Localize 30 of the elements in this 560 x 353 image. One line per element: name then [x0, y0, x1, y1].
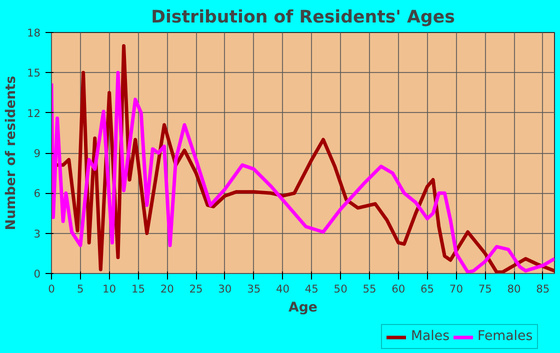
x-tick-label: 70: [449, 282, 464, 296]
x-tick-label: 80: [507, 282, 522, 296]
x-tick-label: 35: [247, 282, 261, 296]
y-tick-label: 0: [34, 268, 41, 280]
legend-label: Females: [478, 329, 533, 344]
x-tick-label: 75: [478, 282, 492, 296]
y-tick-label: 6: [34, 187, 41, 200]
x-tick-label: 45: [304, 282, 318, 296]
x-tick-label: 0: [48, 282, 56, 296]
x-axis-title: Age: [288, 300, 318, 316]
x-tick-label: 20: [160, 282, 174, 296]
y-tick-label: 18: [26, 26, 41, 40]
x-tick-label: 30: [218, 282, 232, 296]
x-tick-label: 85: [536, 282, 550, 296]
x-tick-label: 50: [334, 282, 348, 296]
chart-title: Distribution of Residents' Ages: [151, 8, 455, 28]
x-tick-label: 15: [131, 282, 146, 296]
y-tick-label: 15: [26, 66, 41, 80]
y-tick-label: 9: [34, 147, 41, 160]
legend-label: Males: [411, 329, 450, 344]
x-tick-label: 65: [420, 282, 434, 296]
x-tick-label: 40: [276, 282, 290, 296]
y-tick-label: 3: [34, 227, 40, 240]
x-tick-label: 5: [77, 282, 84, 296]
x-tick-label: 25: [189, 282, 203, 296]
x-tick-label: 60: [392, 282, 406, 296]
x-tick-label: 55: [362, 282, 376, 296]
x-tick-label: 10: [102, 282, 116, 296]
y-tick-label: 12: [26, 106, 41, 120]
y-axis-title: Number of residents: [4, 76, 19, 230]
